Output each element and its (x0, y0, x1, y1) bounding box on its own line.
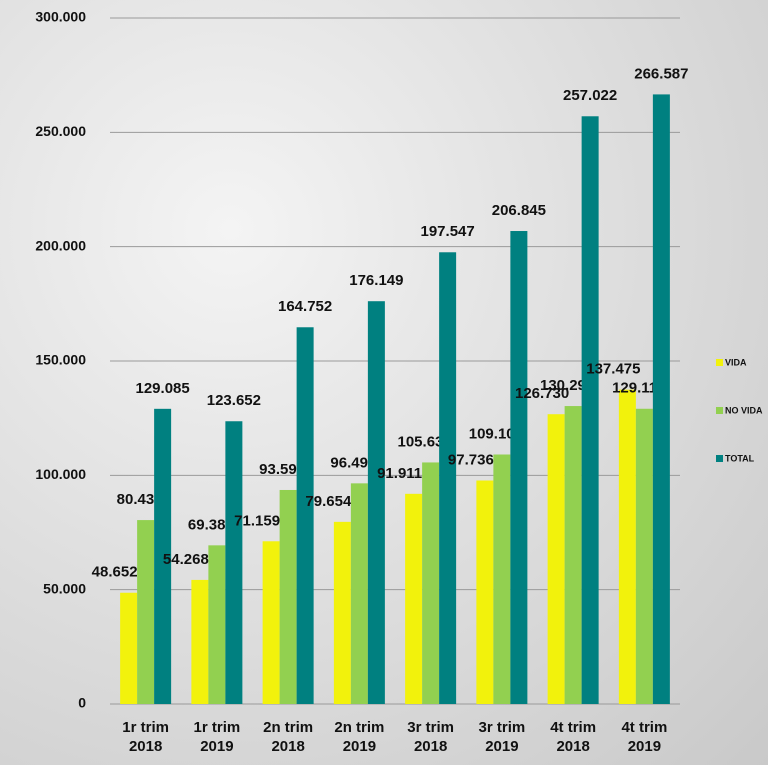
data-label: 93.593 (259, 461, 305, 478)
data-label: 97.736 (448, 451, 494, 468)
x-tick-label: 1r trim 2019 (193, 719, 241, 755)
bar (296, 327, 314, 704)
y-tick-label: 250.000 (35, 123, 86, 139)
data-label: 71.159 (234, 512, 280, 529)
legend-label: TOTAL (725, 453, 755, 463)
data-label: 54.268 (163, 551, 209, 568)
data-label: 257.022 (563, 87, 617, 104)
y-tick-label: 200.000 (35, 237, 86, 253)
data-label: 164.752 (278, 298, 332, 315)
bar (405, 493, 423, 704)
legend-label: VIDA (725, 357, 747, 367)
bar (618, 389, 636, 704)
bar (581, 116, 599, 704)
x-tick-label: 3r trim 2018 (407, 719, 454, 755)
y-tick-label: 300.000 (35, 9, 86, 25)
bar (493, 454, 511, 704)
y-tick-label: 0 (78, 695, 86, 711)
legend-swatch (716, 359, 723, 366)
bar (350, 483, 368, 704)
data-label: 48.652 (92, 564, 138, 581)
data-label: 123.652 (207, 392, 261, 409)
y-tick-label: 50.000 (43, 580, 86, 596)
legend-swatch (716, 455, 723, 462)
data-label: 80.433 (117, 491, 163, 508)
bar (635, 408, 653, 704)
x-tick-label: 2n trim 2019 (334, 719, 385, 755)
legend-label: NO VIDA (725, 405, 763, 415)
data-label: 266.587 (634, 65, 688, 82)
x-tick-label: 4t trim 2019 (621, 719, 668, 755)
bar (652, 94, 670, 704)
bar (367, 301, 385, 704)
bar (279, 489, 297, 704)
bar (225, 421, 243, 704)
data-label: 197.547 (421, 223, 475, 240)
data-label: 137.475 (586, 361, 640, 378)
bar (154, 408, 172, 704)
y-tick-label: 100.000 (35, 466, 86, 482)
bar (422, 462, 440, 704)
data-label: 105.636 (398, 433, 452, 450)
x-tick-label: 3r trim 2019 (478, 719, 526, 755)
bar (208, 545, 226, 704)
data-label: 109.109 (469, 425, 523, 442)
legend-swatch (716, 407, 723, 414)
data-label: 206.845 (492, 202, 546, 219)
x-tick-label: 2n trim 2018 (263, 719, 314, 755)
bar (439, 252, 457, 704)
data-label: 79.654 (305, 493, 352, 510)
bar (262, 541, 280, 704)
bar (191, 579, 209, 704)
data-label: 96.495 (330, 454, 376, 471)
data-label: 176.149 (349, 272, 403, 289)
bar (510, 231, 528, 704)
data-label: 129.085 (136, 380, 190, 397)
bar (564, 406, 582, 704)
bar (120, 592, 138, 704)
x-tick-label: 4t trim 2018 (550, 719, 597, 755)
data-label: 69.384 (188, 516, 235, 533)
data-label: 129.111 (612, 380, 665, 397)
data-label: 126.730 (515, 385, 569, 402)
y-tick-label: 150.000 (35, 352, 86, 368)
bar (547, 414, 565, 704)
x-tick-label: 1r trim 2018 (122, 719, 169, 755)
data-label: 91.911 (377, 465, 422, 482)
bar (137, 520, 155, 704)
bar (476, 480, 494, 704)
data-label: 130.293 (540, 377, 594, 394)
bar (333, 521, 351, 704)
